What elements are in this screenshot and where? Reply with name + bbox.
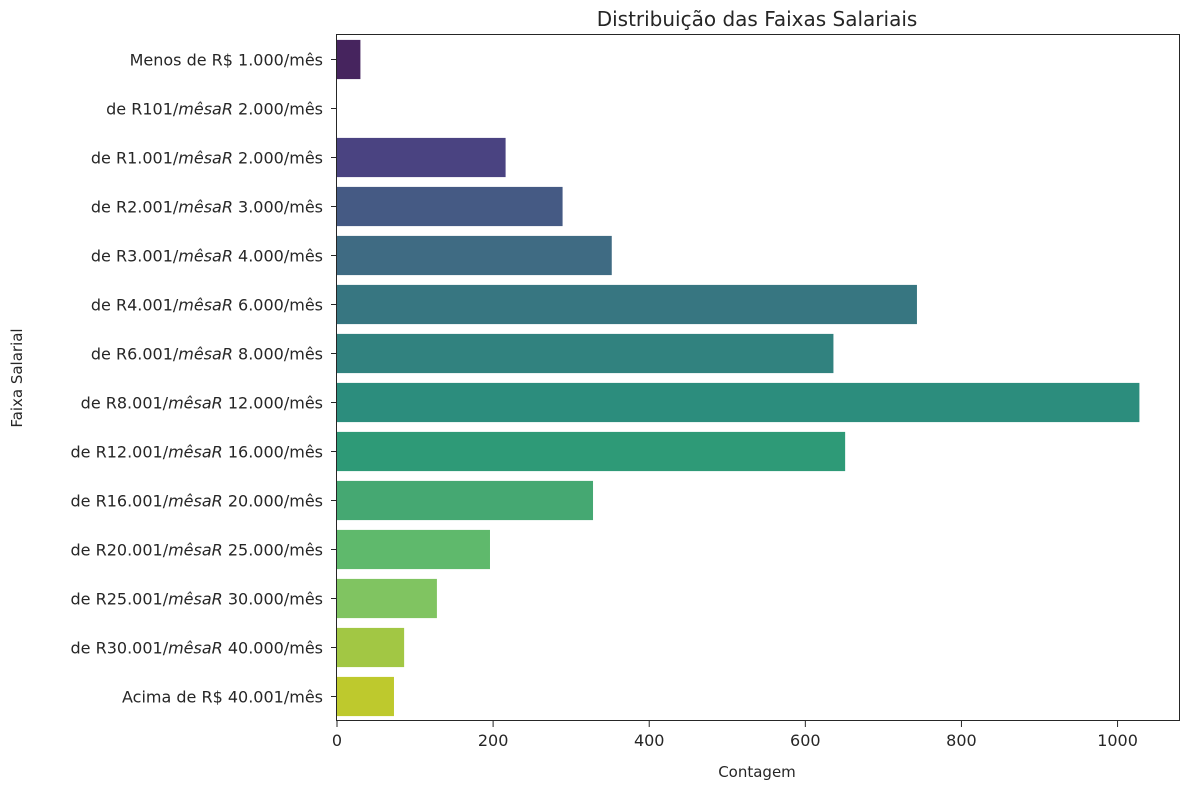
category-label: Menos de R$ 1.000/mês [130, 50, 323, 69]
category-label-part: mêsaR [168, 491, 223, 510]
category-label-part: mêsaR [168, 442, 223, 461]
category-label-part: 4.000/mês [233, 246, 323, 265]
bar [337, 235, 612, 276]
bar [337, 529, 490, 570]
bar [337, 480, 594, 521]
category-label-part: mêsaR [168, 638, 223, 657]
category-label: de R1.001/mêsaR 2.000/mês [91, 148, 323, 167]
category-label-part: 25.000/mês [223, 540, 323, 559]
category-label-part: mêsaR [178, 246, 233, 265]
category-label-part: 16.000/mês [223, 442, 323, 461]
bar [337, 284, 917, 325]
chart-title: Distribuição das Faixas Salariais [597, 7, 918, 31]
category-label: de R4.001/mêsaR 6.000/mês [91, 295, 323, 314]
category-label-part: mêsaR [168, 393, 223, 412]
category-label-part: 40.000/mês [223, 638, 323, 657]
category-label-part: 3.000/mês [233, 197, 323, 216]
category-label-part: de R12.001/ [71, 442, 169, 461]
category-label: de R25.001/mêsaR 30.000/mês [71, 589, 324, 608]
bar [337, 431, 846, 472]
bar [337, 676, 394, 717]
category-label-part: Menos de R$ 1.000/mês [130, 50, 323, 69]
category-label: de R3.001/mêsaR 4.000/mês [91, 246, 323, 265]
category-labels: Menos de R$ 1.000/mês de R101/mêsaR 2.000… [71, 50, 337, 706]
y-axis-label: Faixa Salarial [8, 328, 26, 427]
plot-frame [336, 34, 1180, 721]
category-label-part: de R1.001/ [91, 148, 179, 167]
category-label-part: de R8.001/ [81, 393, 169, 412]
x-axis-label: Contagem [718, 763, 796, 781]
bar [337, 39, 361, 80]
category-label-part: de R2.001/ [91, 197, 179, 216]
bar [337, 186, 563, 227]
category-label-part: de R6.001/ [91, 344, 179, 363]
category-label-part: 2.000/mês [233, 148, 323, 167]
category-label-part: mêsaR [178, 295, 233, 314]
bar [337, 137, 506, 178]
bar [337, 382, 1140, 423]
category-label: de R6.001/mêsaR 8.000/mês [91, 344, 323, 363]
category-label: de R101/mêsaR 2.000/mês [106, 99, 323, 118]
category-label-part: de R3.001/ [91, 246, 179, 265]
x-tick-label: 800 [946, 731, 977, 750]
category-label: de R12.001/mêsaR 16.000/mês [71, 442, 324, 461]
category-label-part: de R16.001/ [71, 491, 169, 510]
category-label: de R16.001/mêsaR 20.000/mês [71, 491, 324, 510]
x-tick-label: 0 [332, 731, 342, 750]
category-label: de R20.001/mêsaR 25.000/mês [71, 540, 324, 559]
category-label: de R30.001/mêsaR 40.000/mês [71, 638, 324, 657]
category-label-part: mêsaR [178, 99, 233, 118]
category-label-part: mêsaR [168, 540, 223, 559]
x-tick-label: 200 [478, 731, 509, 750]
category-label-part: Acima de R$ 40.001/mês [122, 687, 323, 706]
category-label-part: mêsaR [178, 148, 233, 167]
bar [337, 333, 834, 374]
category-label-part: 6.000/mês [233, 295, 323, 314]
category-label-part: de R30.001/ [71, 638, 169, 657]
bars-group [337, 39, 1140, 717]
category-label-part: de R25.001/ [71, 589, 169, 608]
x-tick-label: 600 [790, 731, 821, 750]
category-label: de R8.001/mêsaR 12.000/mês [81, 393, 323, 412]
category-label-part: 2.000/mês [233, 99, 323, 118]
category-label-part: 30.000/mês [223, 589, 323, 608]
bar [337, 627, 405, 668]
category-label-part: de R101/ [106, 99, 179, 118]
category-label-part: de R4.001/ [91, 295, 179, 314]
category-label-part: 8.000/mês [233, 344, 323, 363]
x-tick-label: 400 [634, 731, 665, 750]
category-label-part: mêsaR [178, 197, 233, 216]
category-label: de R2.001/mêsaR 3.000/mês [91, 197, 323, 216]
category-label-part: de R20.001/ [71, 540, 169, 559]
category-label-part: 20.000/mês [223, 491, 323, 510]
category-label-part: mêsaR [168, 589, 223, 608]
category-label: Acima de R$ 40.001/mês [122, 687, 323, 706]
x-tick-label: 1000 [1097, 731, 1138, 750]
category-label-part: mêsaR [178, 344, 233, 363]
bar [337, 578, 437, 619]
category-label-part: 12.000/mês [223, 393, 323, 412]
x-axis-ticks: 0 200 400 600 800 1000 [332, 721, 1138, 750]
